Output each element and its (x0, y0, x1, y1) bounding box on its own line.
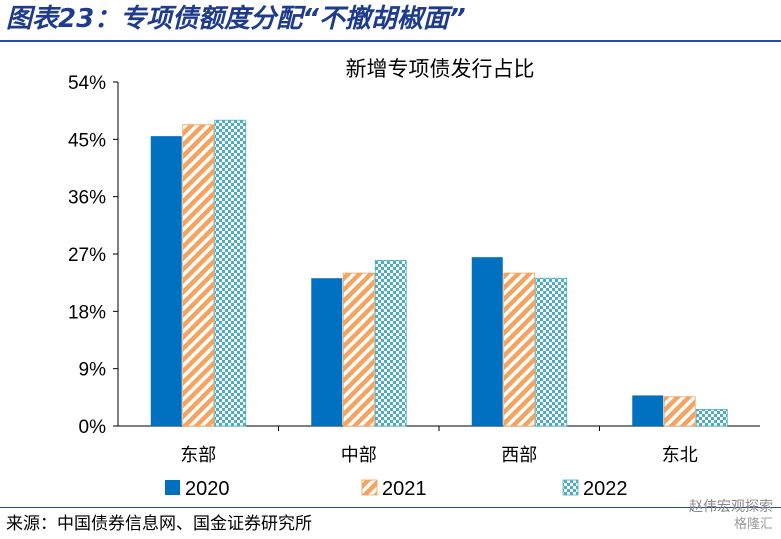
y-tick-label: 36% (68, 188, 106, 209)
legend: 2020 2021 2022 (165, 478, 628, 500)
category-label: 东北 (662, 445, 698, 466)
bar-2020-2 (311, 278, 343, 426)
bar-2020-1 (150, 136, 182, 427)
bar-2022-4 (695, 409, 728, 427)
y-tick-label: 54% (68, 73, 106, 94)
y-tick-label: 0% (79, 417, 107, 438)
y-tick-label: 27% (68, 245, 106, 266)
footer-rule (0, 507, 781, 508)
bar-chart: 新增专项债发行占比 0% 9% 18% 27% 36% 45% 54% 东部 中部 西部 东北 2… (68, 57, 760, 500)
category-label: 西部 (501, 445, 537, 466)
legend-swatch-2021 (361, 479, 378, 496)
y-tick-label: 18% (68, 302, 106, 323)
bar-2021-4 (663, 396, 696, 427)
category-label: 东部 (180, 445, 216, 466)
bar-2022-1 (214, 119, 247, 427)
legend-label-2022: 2022 (583, 478, 628, 500)
bar-2021-1 (182, 124, 215, 427)
y-tick-label: 9% (79, 360, 107, 381)
figure-title: 图表23：专项债额度分配“不撤胡椒面” (6, 4, 466, 34)
category-labels: 东部 中部 西部 东北 (180, 445, 698, 466)
bar-2021-3 (503, 272, 536, 427)
bar-2021-2 (342, 272, 375, 427)
bar-2020-3 (471, 257, 503, 426)
legend-swatch-2020 (165, 480, 180, 495)
bar-2022-2 (374, 259, 407, 427)
y-tick-label: 45% (68, 130, 106, 151)
chart-title: 新增专项债发行占比 (346, 57, 535, 81)
watermark: 赵伟宏观探索 格隆汇 (689, 498, 773, 534)
title-rule (0, 40, 781, 42)
watermark-text: 赵伟宏观探索 (689, 499, 773, 515)
bar-2022-3 (535, 277, 568, 427)
legend-label-2021: 2021 (382, 478, 427, 500)
source-note: 来源：中国债券信息网、国金证券研究所 (6, 514, 312, 534)
category-label: 中部 (341, 445, 377, 466)
legend-label-2020: 2020 (185, 478, 230, 500)
legend-swatch-2022 (562, 479, 579, 496)
bar-2020-4 (632, 395, 664, 426)
watermark-text-secondary: 格隆汇 (733, 517, 773, 532)
bars (150, 119, 728, 427)
